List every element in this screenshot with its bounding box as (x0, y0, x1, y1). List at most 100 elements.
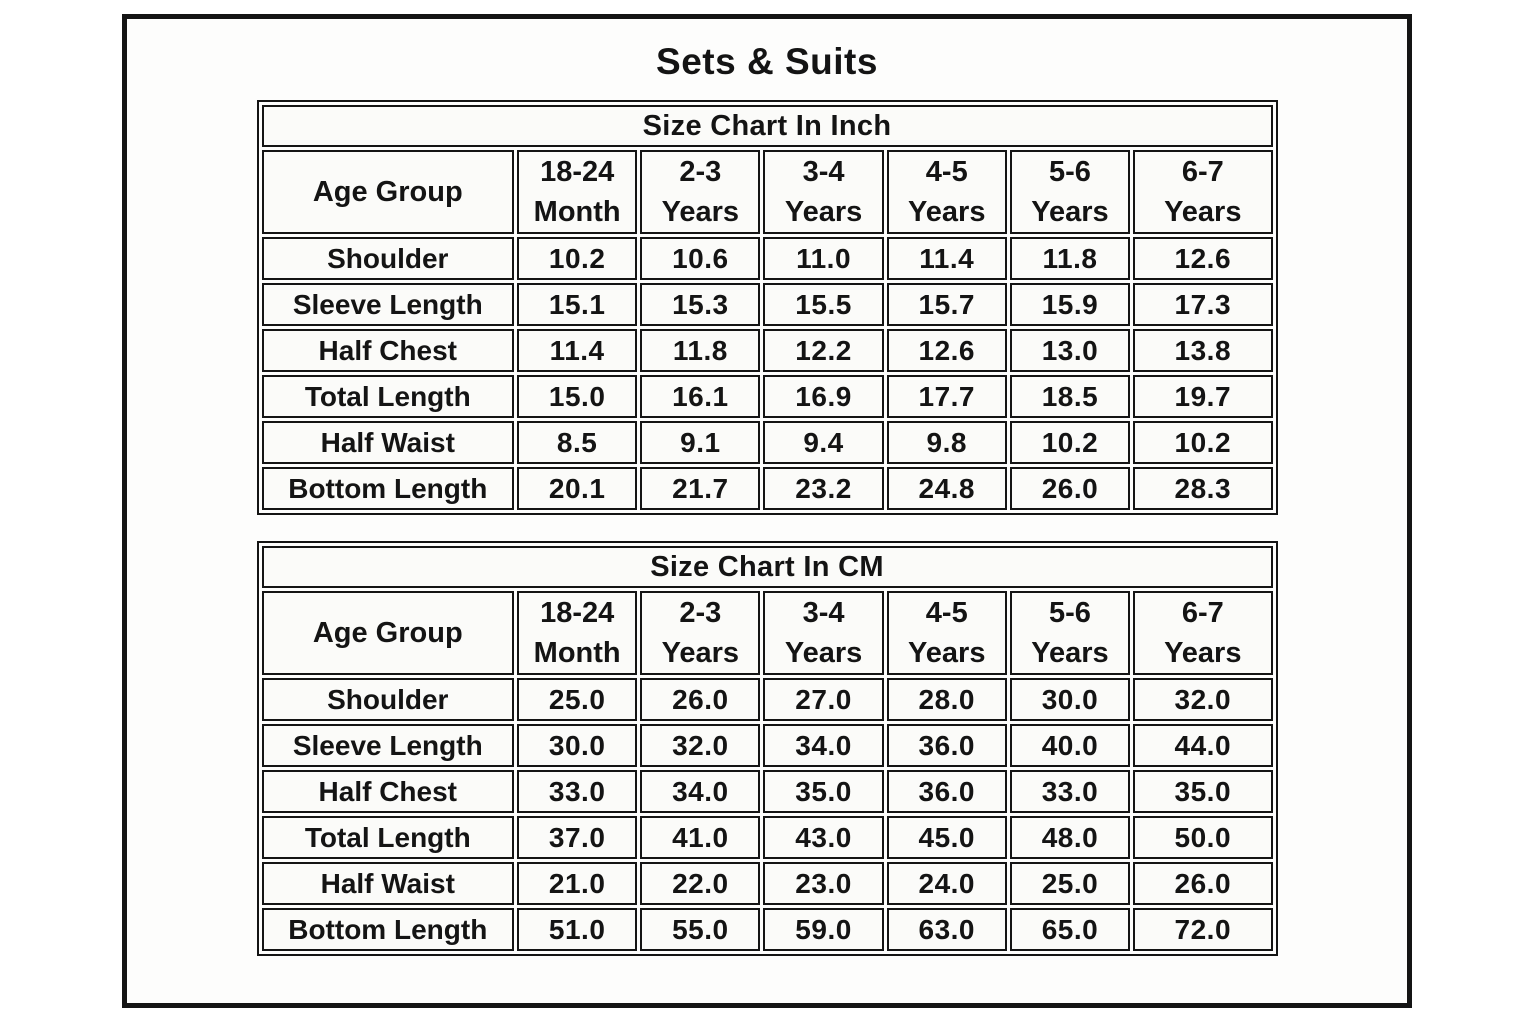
size-value: 11.0 (763, 237, 884, 281)
measurement-label: Bottom Length (261, 467, 515, 511)
size-value: 19.7 (1133, 375, 1273, 419)
size-value: 30.0 (1009, 678, 1131, 722)
size-value: 26.0 (640, 678, 761, 722)
size-value: 22.0 (640, 862, 761, 906)
measurement-row: Shoulder 10.2 10.6 11.0 11.4 11.8 12.6 (261, 237, 1273, 281)
measurement-label: Half Waist (261, 862, 515, 906)
age-column-header: 18-24 Month (517, 150, 638, 235)
size-value: 11.8 (1009, 237, 1131, 281)
size-value: 15.5 (763, 283, 884, 327)
age-unit: Years (1164, 196, 1242, 229)
measurement-row: Total Length 37.0 41.0 43.0 45.0 48.0 50.0 (261, 816, 1273, 860)
size-value: 23.2 (763, 467, 884, 511)
size-value: 17.3 (1133, 283, 1273, 327)
size-value: 12.6 (886, 329, 1007, 373)
age-column-header: 18-24 Month (517, 591, 638, 676)
size-value: 13.0 (1009, 329, 1131, 373)
size-value: 16.9 (763, 375, 884, 419)
size-value: 10.2 (1009, 421, 1131, 465)
size-table-inch: Size Chart In Inch Age Group 18-24 Month 2-3… (256, 100, 1278, 516)
size-value: 50.0 (1133, 816, 1273, 860)
measurement-row: Half Waist 8.5 9.1 9.4 9.8 10.2 10.2 (261, 421, 1273, 465)
size-value: 41.0 (640, 816, 761, 860)
size-value: 63.0 (886, 908, 1007, 952)
measurement-row: Total Length 15.0 16.1 16.9 17.7 18.5 19.7 (261, 375, 1273, 419)
age-column-header: 5-6 Years (1009, 591, 1131, 676)
age-column-header: 2-3 Years (640, 591, 761, 676)
size-value: 34.0 (640, 770, 761, 814)
table-title-row: Size Chart In Inch (261, 105, 1273, 147)
size-value: 32.0 (1133, 678, 1273, 722)
size-value: 43.0 (763, 816, 884, 860)
size-value: 24.0 (886, 862, 1007, 906)
size-value: 33.0 (1009, 770, 1131, 814)
age-range: 5-6 (1049, 156, 1091, 188)
size-value: 8.5 (517, 421, 638, 465)
measurement-label: Sleeve Length (261, 724, 515, 768)
size-value: 48.0 (1009, 816, 1131, 860)
age-range: 2-3 (679, 597, 722, 630)
age-range: 3-4 (802, 597, 845, 630)
age-range: 5-6 (1049, 597, 1091, 630)
age-header-row: Age Group 18-24 Month 2-3 Years 3-4 Years 4-5 Ye… (261, 591, 1273, 676)
size-chart-inch: Size Chart In Inch Age Group 18-24 Month 2-3… (256, 100, 1278, 516)
size-value: 35.0 (1133, 770, 1273, 814)
size-value: 15.9 (1009, 283, 1131, 327)
content-frame: Sets & Suits Size Chart In Inch Age Group… (122, 14, 1412, 1008)
table-title-row: Size Chart In CM (261, 546, 1273, 589)
measurement-label: Sleeve Length (261, 283, 515, 327)
size-value: 45.0 (886, 816, 1007, 860)
size-value: 11.8 (640, 329, 761, 373)
size-value: 25.0 (1009, 862, 1131, 906)
age-range: 6-7 (1181, 597, 1224, 630)
age-range: 4-5 (925, 597, 968, 630)
size-value: 51.0 (517, 908, 638, 952)
size-value: 15.7 (886, 283, 1007, 327)
size-value: 11.4 (517, 329, 638, 373)
measurement-row: Bottom Length 51.0 55.0 59.0 63.0 65.0 72.0 (261, 908, 1273, 952)
table-title: Size Chart In Inch (261, 105, 1273, 147)
age-range: 18-24 (540, 597, 615, 630)
age-unit: Years (1031, 637, 1109, 670)
age-unit: Years (661, 637, 740, 670)
age-unit: Years (908, 637, 986, 670)
age-range: 18-24 (540, 156, 615, 188)
size-table-cm: Size Chart In CM Age Group 18-24 Month 2-3 Ye… (256, 541, 1278, 957)
size-value: 55.0 (640, 908, 761, 952)
age-header-row: Age Group 18-24 Month 2-3 Years 3-4 Years 4-5 Ye… (261, 150, 1273, 235)
page-title: Sets & Suits (656, 41, 878, 82)
measurement-label: Half Chest (261, 770, 515, 814)
measurement-row: Half Chest 33.0 34.0 35.0 36.0 33.0 35.0 (261, 770, 1273, 814)
size-value: 34.0 (763, 724, 884, 768)
size-value: 21.0 (517, 862, 638, 906)
size-value: 12.6 (1133, 237, 1273, 281)
age-unit: Month (533, 637, 621, 670)
age-range: 4-5 (925, 156, 968, 188)
measurement-row: Sleeve Length 15.1 15.3 15.5 15.7 15.9 17.3 (261, 283, 1273, 327)
size-value: 27.0 (763, 678, 884, 722)
size-value: 35.0 (763, 770, 884, 814)
size-value: 30.0 (517, 724, 638, 768)
size-value: 18.5 (1009, 375, 1131, 419)
size-value: 37.0 (517, 816, 638, 860)
measurement-row: Half Waist 21.0 22.0 23.0 24.0 25.0 26.0 (261, 862, 1273, 906)
measurement-row: Sleeve Length 30.0 32.0 34.0 36.0 40.0 44.0 (261, 724, 1273, 768)
size-value: 10.6 (640, 237, 761, 281)
age-column-header: 6-7 Years (1133, 591, 1273, 676)
size-value: 28.0 (886, 678, 1007, 722)
size-value: 20.1 (517, 467, 638, 511)
size-value: 12.2 (763, 329, 884, 373)
age-unit: Years (908, 196, 986, 229)
size-value: 32.0 (640, 724, 761, 768)
measurement-row: Bottom Length 20.1 21.7 23.2 24.8 26.0 28.3 (261, 467, 1273, 511)
size-value: 36.0 (886, 724, 1007, 768)
size-value: 59.0 (763, 908, 884, 952)
size-value: 40.0 (1009, 724, 1131, 768)
size-value: 26.0 (1009, 467, 1131, 511)
age-group-header: Age Group (261, 591, 515, 676)
age-unit: Years (784, 637, 863, 670)
size-value: 9.8 (886, 421, 1007, 465)
size-value: 36.0 (886, 770, 1007, 814)
size-value: 33.0 (517, 770, 638, 814)
size-value: 72.0 (1133, 908, 1273, 952)
